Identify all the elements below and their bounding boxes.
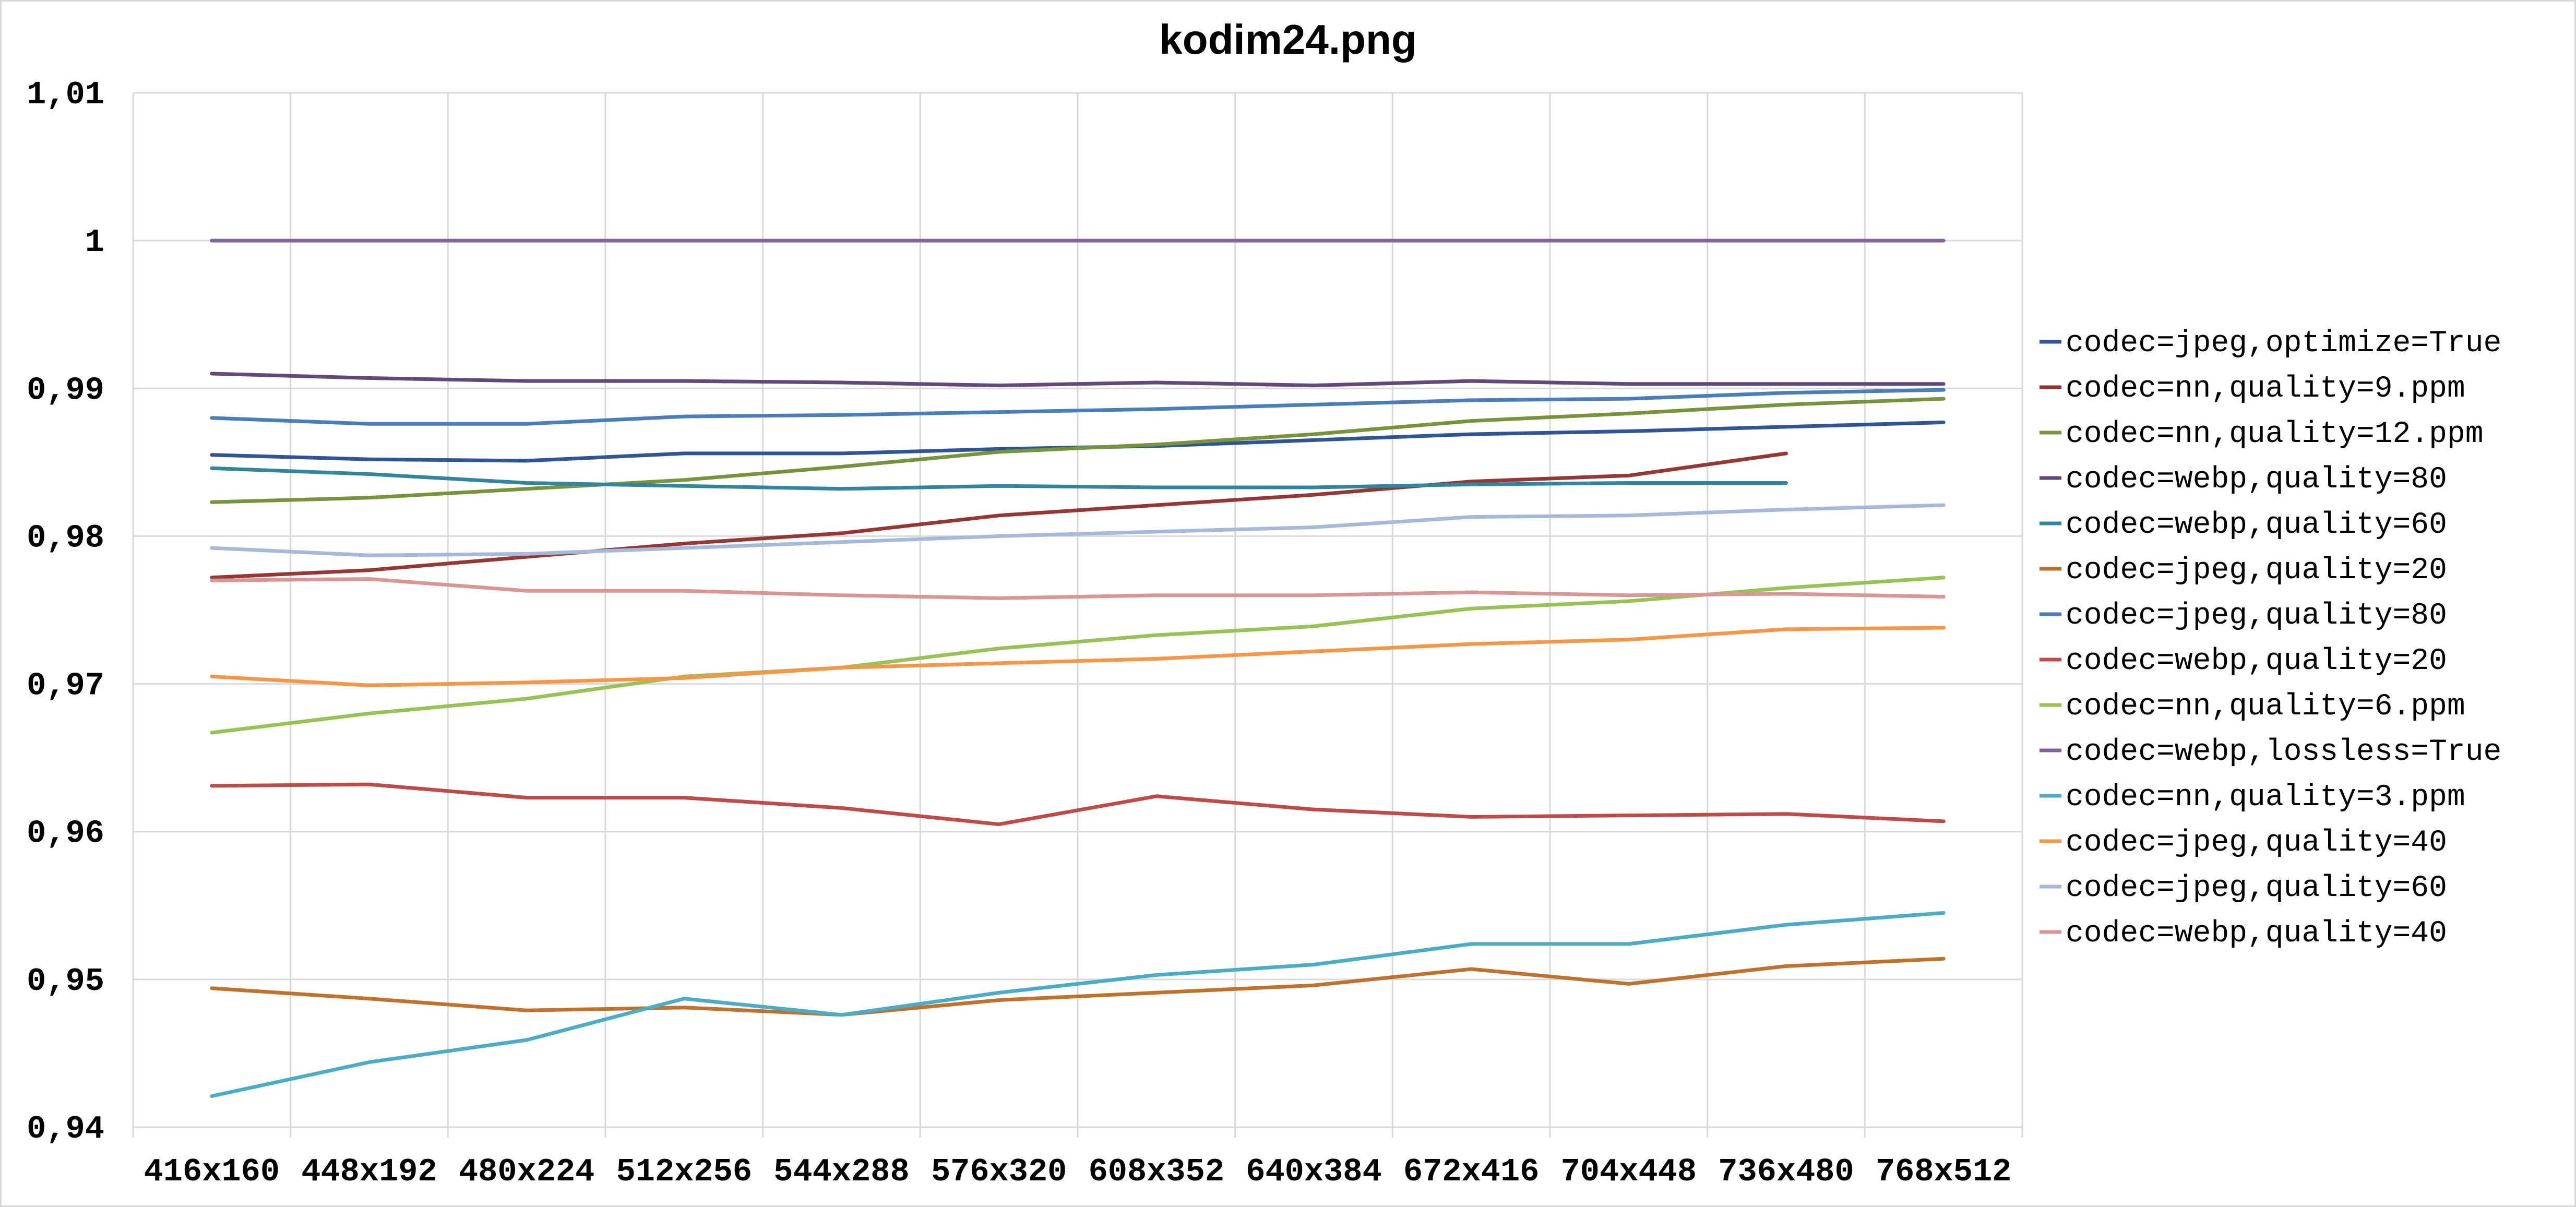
series-line — [210, 388, 1946, 426]
legend: codec=jpeg,optimize=True codec=nn,quality… — [2040, 327, 2501, 951]
legend-label: codec=webp,lossless=True — [2066, 735, 2501, 769]
y-tick-label: 0,94 — [27, 1110, 104, 1148]
legend-label: codec=jpeg,quality=80 — [2066, 599, 2447, 633]
legend-label: codec=jpeg,quality=60 — [2066, 871, 2447, 905]
y-tick-label: 0,99 — [27, 372, 104, 409]
x-tick-label: 576x320 — [931, 1153, 1067, 1190]
gridlines — [132, 92, 2023, 1138]
chart-title: kodim24.png — [1159, 16, 1417, 63]
x-tick-label: 704x448 — [1561, 1153, 1697, 1190]
series-line — [210, 626, 1946, 687]
axis-labels: 0,94 0,95 0,96 0,97 0,98 0,99 1 1,01 416x160 448x… — [27, 76, 2011, 1190]
y-tick-label: 0,97 — [27, 667, 104, 704]
x-tick-label: 736x480 — [1718, 1153, 1854, 1190]
series-line — [210, 576, 1946, 735]
legend-label: codec=nn,quality=9.ppm — [2066, 372, 2465, 406]
series-lines — [210, 238, 1946, 1098]
y-tick-label: 1 — [85, 224, 104, 261]
series-line — [210, 911, 1946, 1098]
x-tick-label: 672x416 — [1403, 1153, 1539, 1190]
series-line — [210, 957, 1946, 1017]
x-tick-label: 448x192 — [301, 1153, 437, 1190]
x-tick-label: 640x384 — [1246, 1153, 1381, 1190]
x-tick-label: 544x288 — [773, 1153, 909, 1190]
legend-label: codec=webp,quality=60 — [2066, 508, 2447, 542]
series-line — [210, 451, 1788, 580]
legend-label: codec=webp,quality=20 — [2066, 644, 2447, 678]
legend-label: codec=jpeg,optimize=True — [2066, 327, 2501, 361]
series-line — [210, 577, 1946, 600]
legend-label: codec=nn,quality=6.ppm — [2066, 690, 2465, 724]
legend-label: codec=jpeg,quality=40 — [2066, 826, 2447, 860]
x-tick-label: 480x224 — [459, 1153, 594, 1190]
legend-label: codec=jpeg,quality=20 — [2066, 554, 2447, 588]
x-tick-label: 416x160 — [144, 1153, 280, 1190]
y-tick-label: 0,98 — [27, 519, 104, 556]
y-tick-label: 1,01 — [27, 76, 104, 113]
series-line — [210, 466, 1788, 491]
legend-label: codec=nn,quality=3.ppm — [2066, 781, 2465, 815]
y-tick-label: 0,95 — [27, 963, 104, 1000]
series-line — [210, 782, 1946, 827]
series-line — [210, 397, 1946, 504]
series-line — [210, 503, 1946, 557]
y-tick-label: 0,96 — [27, 815, 104, 852]
legend-label: codec=webp,quality=80 — [2066, 463, 2447, 497]
x-tick-label: 512x256 — [616, 1153, 752, 1190]
series-line — [210, 372, 1946, 388]
legend-label: codec=webp,quality=40 — [2066, 917, 2447, 951]
x-tick-label: 608x352 — [1089, 1153, 1224, 1190]
legend-label: codec=nn,quality=12.ppm — [2066, 417, 2484, 451]
x-tick-label: 768x512 — [1876, 1153, 2011, 1190]
